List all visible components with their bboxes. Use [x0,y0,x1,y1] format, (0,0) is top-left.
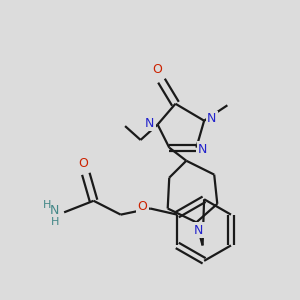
Text: N: N [50,204,59,217]
Text: N: N [145,116,154,130]
Text: N: N [207,112,217,125]
Text: N: N [198,143,207,156]
Text: H: H [43,200,51,210]
Text: O: O [79,157,88,169]
Text: H: H [51,217,59,226]
Text: O: O [153,63,163,76]
Text: N: N [194,224,203,236]
Text: O: O [137,200,147,213]
